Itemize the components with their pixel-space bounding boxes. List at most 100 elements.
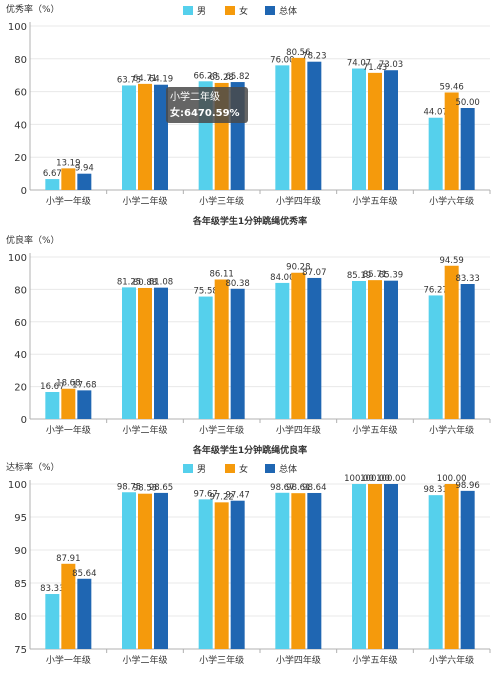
bar-total[interactable]	[77, 390, 92, 419]
data-label: 85.71	[363, 270, 387, 280]
bar-female[interactable]	[444, 92, 459, 190]
bar-female[interactable]	[444, 265, 459, 419]
legend-swatch[interactable]	[183, 6, 193, 15]
data-label: 75.58	[193, 287, 217, 297]
bar-female[interactable]	[291, 57, 306, 191]
legend-swatch[interactable]	[225, 6, 235, 15]
x-tick-label: 小学三年级	[199, 195, 244, 207]
x-tick-label: 小学五年级	[352, 424, 397, 436]
bar-male[interactable]	[198, 296, 213, 419]
data-label: 85.64	[72, 569, 96, 579]
bar-female[interactable]	[138, 83, 152, 190]
legend-swatch[interactable]	[265, 6, 275, 15]
bar-male[interactable]	[122, 492, 136, 649]
data-label: 98.75	[117, 482, 141, 492]
bar-female[interactable]	[444, 484, 459, 649]
data-label: 97.22	[209, 492, 233, 502]
bar-total[interactable]	[460, 490, 475, 649]
bar-female[interactable]	[368, 72, 382, 190]
bar-total[interactable]	[307, 277, 322, 419]
data-label: 81.25	[117, 277, 141, 287]
bar-male[interactable]	[122, 287, 136, 419]
bar-female[interactable]	[138, 493, 152, 649]
data-label: 98.67	[270, 483, 294, 493]
bar-female[interactable]	[214, 502, 229, 649]
data-label: 9.94	[75, 164, 94, 174]
bar-total[interactable]	[384, 70, 398, 190]
data-label: 76.27	[423, 285, 447, 295]
y-tick-label: 90	[14, 546, 27, 557]
legend: 男 女 总体	[183, 463, 297, 475]
x-tick-label: 小学四年级	[276, 654, 321, 666]
bar-male[interactable]	[352, 484, 366, 649]
data-label: 97.47	[225, 491, 249, 501]
bar-male[interactable]	[275, 492, 290, 649]
y-tick-label: 75	[14, 645, 27, 656]
bar-total[interactable]	[230, 288, 245, 419]
bar-total[interactable]	[77, 578, 92, 649]
bar-male[interactable]	[428, 295, 443, 419]
data-label: 74.07	[347, 59, 371, 69]
chart-3: 达标率（%） 75 80 85 90 95 100 小学一年级 83.33 87.91 85.64 小…	[6, 461, 491, 666]
x-tick-label: 小学六年级	[429, 424, 474, 436]
data-label: 59.46	[439, 82, 463, 92]
bar-total[interactable]	[384, 484, 398, 649]
y-tick-label: 85	[14, 579, 27, 590]
legend-swatch[interactable]	[265, 464, 275, 473]
y-axis-label: 优良率（%）	[6, 234, 60, 246]
bar-total[interactable]	[154, 84, 168, 190]
data-label: 66.28	[193, 71, 217, 81]
bar-female[interactable]	[138, 287, 152, 419]
data-label: 100.00	[344, 474, 374, 484]
data-label: 98.96	[455, 481, 479, 491]
data-label: 85.19	[347, 271, 371, 281]
bar-female[interactable]	[61, 168, 76, 190]
bar-male[interactable]	[122, 85, 136, 190]
legend-swatch[interactable]	[183, 464, 193, 473]
bar-total[interactable]	[307, 61, 322, 190]
data-label: 73.03	[379, 60, 403, 70]
data-label: 63.75	[117, 75, 141, 85]
y-axis-label: 优秀率（%）	[6, 3, 60, 15]
bar-total[interactable]	[460, 284, 475, 419]
y-tick-label: 0	[21, 186, 27, 197]
bar-male[interactable]	[45, 391, 60, 419]
bar-total[interactable]	[230, 500, 245, 649]
tooltip-box	[166, 87, 248, 123]
bar-male[interactable]	[45, 179, 60, 190]
bar-total[interactable]	[460, 108, 475, 190]
data-label: 100.00	[360, 474, 390, 484]
x-tick-label: 小学二年级	[122, 195, 167, 207]
data-label: 64.19	[149, 75, 173, 85]
bar-female[interactable]	[291, 493, 306, 649]
bar-male[interactable]	[45, 594, 60, 649]
bar-total[interactable]	[384, 280, 398, 419]
bar-female[interactable]	[368, 484, 382, 649]
chart-title: 各年级学生1分钟跳绳优秀率	[192, 215, 307, 227]
data-label: 81.08	[149, 278, 173, 288]
bar-male[interactable]	[352, 280, 366, 419]
bar-male[interactable]	[352, 68, 366, 190]
legend-swatch[interactable]	[225, 464, 235, 473]
bar-female[interactable]	[291, 272, 306, 419]
bar-male[interactable]	[198, 499, 213, 649]
bar-total[interactable]	[154, 492, 168, 649]
bar-female[interactable]	[61, 388, 76, 419]
x-tick-label: 小学一年级	[46, 195, 91, 207]
bar-male[interactable]	[428, 495, 443, 649]
data-label: 84.00	[270, 273, 294, 283]
data-label: 83.33	[455, 274, 479, 284]
legend-label: 总体	[279, 5, 297, 17]
bar-total[interactable]	[307, 492, 322, 649]
bar-male[interactable]	[428, 117, 443, 190]
bar-male[interactable]	[275, 282, 290, 419]
bar-female[interactable]	[368, 280, 382, 419]
bar-male[interactable]	[275, 65, 290, 190]
bar-female[interactable]	[61, 563, 76, 649]
y-tick-label: 20	[14, 153, 27, 164]
bar-total[interactable]	[154, 287, 168, 419]
data-label: 80.88	[133, 278, 157, 288]
bar-female[interactable]	[214, 279, 229, 419]
bar-total[interactable]	[77, 173, 92, 190]
